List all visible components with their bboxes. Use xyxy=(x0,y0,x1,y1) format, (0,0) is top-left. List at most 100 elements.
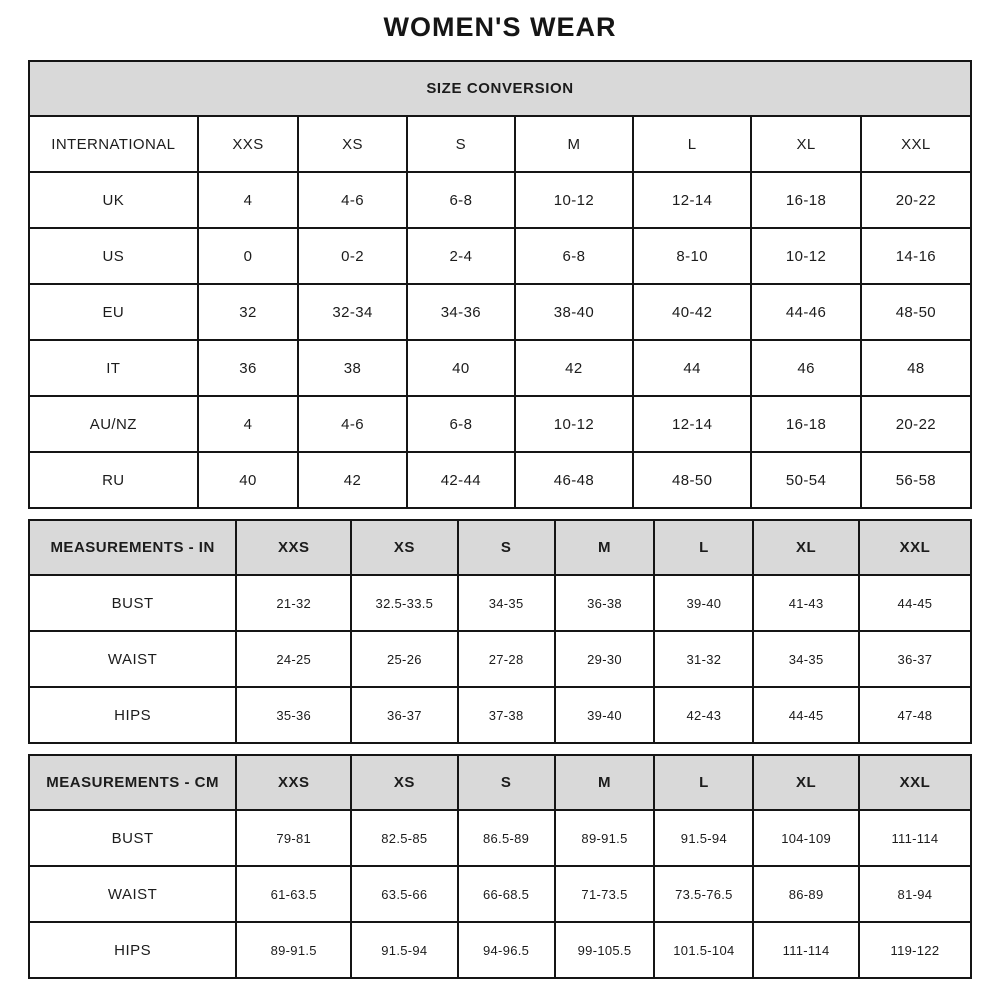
table-row: INTERNATIONAL XXS XS S M L XL XXL xyxy=(28,115,973,173)
measurement-value-cell: 91.5-94 xyxy=(653,809,755,867)
size-column-header: XL xyxy=(752,754,860,811)
size-column-header: XXS xyxy=(196,115,300,173)
size-column-header: L xyxy=(653,519,755,576)
measurements-cm-table: MEASUREMENTS - CM XXS XS S M L XL XXL BUST 79-81 8… xyxy=(27,754,973,979)
table-row: RU 40 42 42-44 46-48 48-50 50-54 56-58 xyxy=(28,451,973,509)
size-column-header: XXS xyxy=(235,519,353,576)
table-row: WAIST 61-63.5 63.5-66 66-68.5 71-73.5 73.5-76… xyxy=(27,865,973,923)
table-row: WAIST 24-25 25-26 27-28 29-30 31-32 34-35 36-37 xyxy=(27,630,973,688)
size-value-cell: 46 xyxy=(750,339,862,397)
measurement-value-cell: 89-91.5 xyxy=(553,809,656,867)
size-value-cell: 48-50 xyxy=(631,451,753,509)
table-row: BUST 21-32 32.5-33.5 34-35 36-38 39-40 41-43 44… xyxy=(27,574,973,632)
size-column-header: XXL xyxy=(859,115,973,173)
measurement-value-cell: 101.5-104 xyxy=(653,921,755,979)
measurement-value-cell: 25-26 xyxy=(350,630,459,688)
table-row: AU/NZ 4 4-6 6-8 10-12 12-14 16-18 20-22 xyxy=(28,395,973,453)
size-value-cell: 4-6 xyxy=(297,171,408,229)
size-column-header: XL xyxy=(752,519,860,576)
size-value-cell: 42 xyxy=(514,339,634,397)
measurement-value-cell: 73.5-76.5 xyxy=(653,865,755,923)
measurement-value-cell: 41-43 xyxy=(752,574,860,632)
measurement-value-cell: 82.5-85 xyxy=(350,809,459,867)
measurement-value-cell: 79-81 xyxy=(235,809,353,867)
size-value-cell: 38 xyxy=(297,339,408,397)
measurements-in-title: MEASUREMENTS - IN xyxy=(27,519,238,576)
size-value-cell: 32 xyxy=(196,283,300,341)
size-column-header: M xyxy=(553,754,656,811)
size-value-cell: 6-8 xyxy=(514,227,634,285)
size-column-header: S xyxy=(405,115,517,173)
size-value-cell: 8-10 xyxy=(631,227,753,285)
table-row: BUST 79-81 82.5-85 86.5-89 89-91.5 91.5-94 104… xyxy=(27,809,973,867)
size-column-header: L xyxy=(631,115,753,173)
size-value-cell: 2-4 xyxy=(405,227,517,285)
region-label: EU xyxy=(28,283,199,341)
measurement-value-cell: 99-105.5 xyxy=(553,921,656,979)
size-value-cell: 10-12 xyxy=(750,227,862,285)
size-column-header: XXS xyxy=(235,754,353,811)
size-value-cell: 32-34 xyxy=(297,283,408,341)
measurement-label: BUST xyxy=(27,809,238,867)
measurement-value-cell: 63.5-66 xyxy=(350,865,459,923)
measurement-value-cell: 47-48 xyxy=(857,686,973,744)
size-value-cell: 4 xyxy=(196,171,300,229)
measurement-value-cell: 21-32 xyxy=(235,574,353,632)
page-title: WOMEN'S WEAR xyxy=(383,12,617,42)
size-value-cell: 0-2 xyxy=(297,227,408,285)
region-label: US xyxy=(28,227,199,285)
measurement-label: WAIST xyxy=(27,630,238,688)
measurement-value-cell: 111-114 xyxy=(752,921,860,979)
size-value-cell: 12-14 xyxy=(631,395,753,453)
measurement-value-cell: 31-32 xyxy=(653,630,755,688)
measurement-value-cell: 94-96.5 xyxy=(456,921,556,979)
measurement-label: HIPS xyxy=(27,921,238,979)
column-header-international: INTERNATIONAL xyxy=(28,115,199,173)
measurement-label: BUST xyxy=(27,574,238,632)
table-row: IT 36 38 40 42 44 46 48 xyxy=(28,339,973,397)
size-value-cell: 40 xyxy=(405,339,517,397)
region-label: RU xyxy=(28,451,199,509)
region-label: AU/NZ xyxy=(28,395,199,453)
size-value-cell: 16-18 xyxy=(750,395,862,453)
size-value-cell: 34-36 xyxy=(405,283,517,341)
measurement-value-cell: 27-28 xyxy=(456,630,556,688)
table-row: MEASUREMENTS - IN XXS XS S M L XL XXL xyxy=(27,519,973,576)
size-value-cell: 40-42 xyxy=(631,283,753,341)
measurements-in-table: MEASUREMENTS - IN XXS XS S M L XL XXL BUST 21-32 3… xyxy=(27,519,973,744)
measurement-value-cell: 42-43 xyxy=(653,686,755,744)
size-value-cell: 20-22 xyxy=(859,171,973,229)
size-column-header: XXL xyxy=(857,519,973,576)
size-value-cell: 20-22 xyxy=(859,395,973,453)
measurement-value-cell: 91.5-94 xyxy=(350,921,459,979)
measurement-value-cell: 24-25 xyxy=(235,630,353,688)
measurement-value-cell: 66-68.5 xyxy=(456,865,556,923)
size-conversion-title: SIZE CONVERSION xyxy=(28,60,972,117)
size-column-header: S xyxy=(456,754,556,811)
size-chart-page: WOMEN'S WEAR SIZE CONVERSION INTERNATION… xyxy=(27,0,973,979)
measurement-value-cell: 71-73.5 xyxy=(553,865,656,923)
size-value-cell: 12-14 xyxy=(631,171,753,229)
size-column-header: XL xyxy=(750,115,862,173)
measurement-value-cell: 36-37 xyxy=(857,630,973,688)
size-value-cell: 0 xyxy=(196,227,300,285)
size-value-cell: 56-58 xyxy=(859,451,973,509)
size-value-cell: 10-12 xyxy=(514,395,634,453)
size-value-cell: 40 xyxy=(196,451,300,509)
table-row: HIPS 35-36 36-37 37-38 39-40 42-43 44-45 47-48 xyxy=(27,686,973,744)
size-column-header: M xyxy=(553,519,656,576)
measurement-value-cell: 37-38 xyxy=(456,686,556,744)
size-column-header: L xyxy=(653,754,755,811)
size-value-cell: 50-54 xyxy=(750,451,862,509)
size-value-cell: 16-18 xyxy=(750,171,862,229)
size-value-cell: 42 xyxy=(297,451,408,509)
table-row: US 0 0-2 2-4 6-8 8-10 10-12 14-16 xyxy=(28,227,973,285)
size-column-header: S xyxy=(456,519,556,576)
measurement-label: WAIST xyxy=(27,865,238,923)
size-value-cell: 4 xyxy=(196,395,300,453)
size-value-cell: 36 xyxy=(196,339,300,397)
measurement-value-cell: 35-36 xyxy=(235,686,353,744)
measurement-value-cell: 89-91.5 xyxy=(235,921,353,979)
measurement-value-cell: 32.5-33.5 xyxy=(350,574,459,632)
size-value-cell: 44-46 xyxy=(750,283,862,341)
